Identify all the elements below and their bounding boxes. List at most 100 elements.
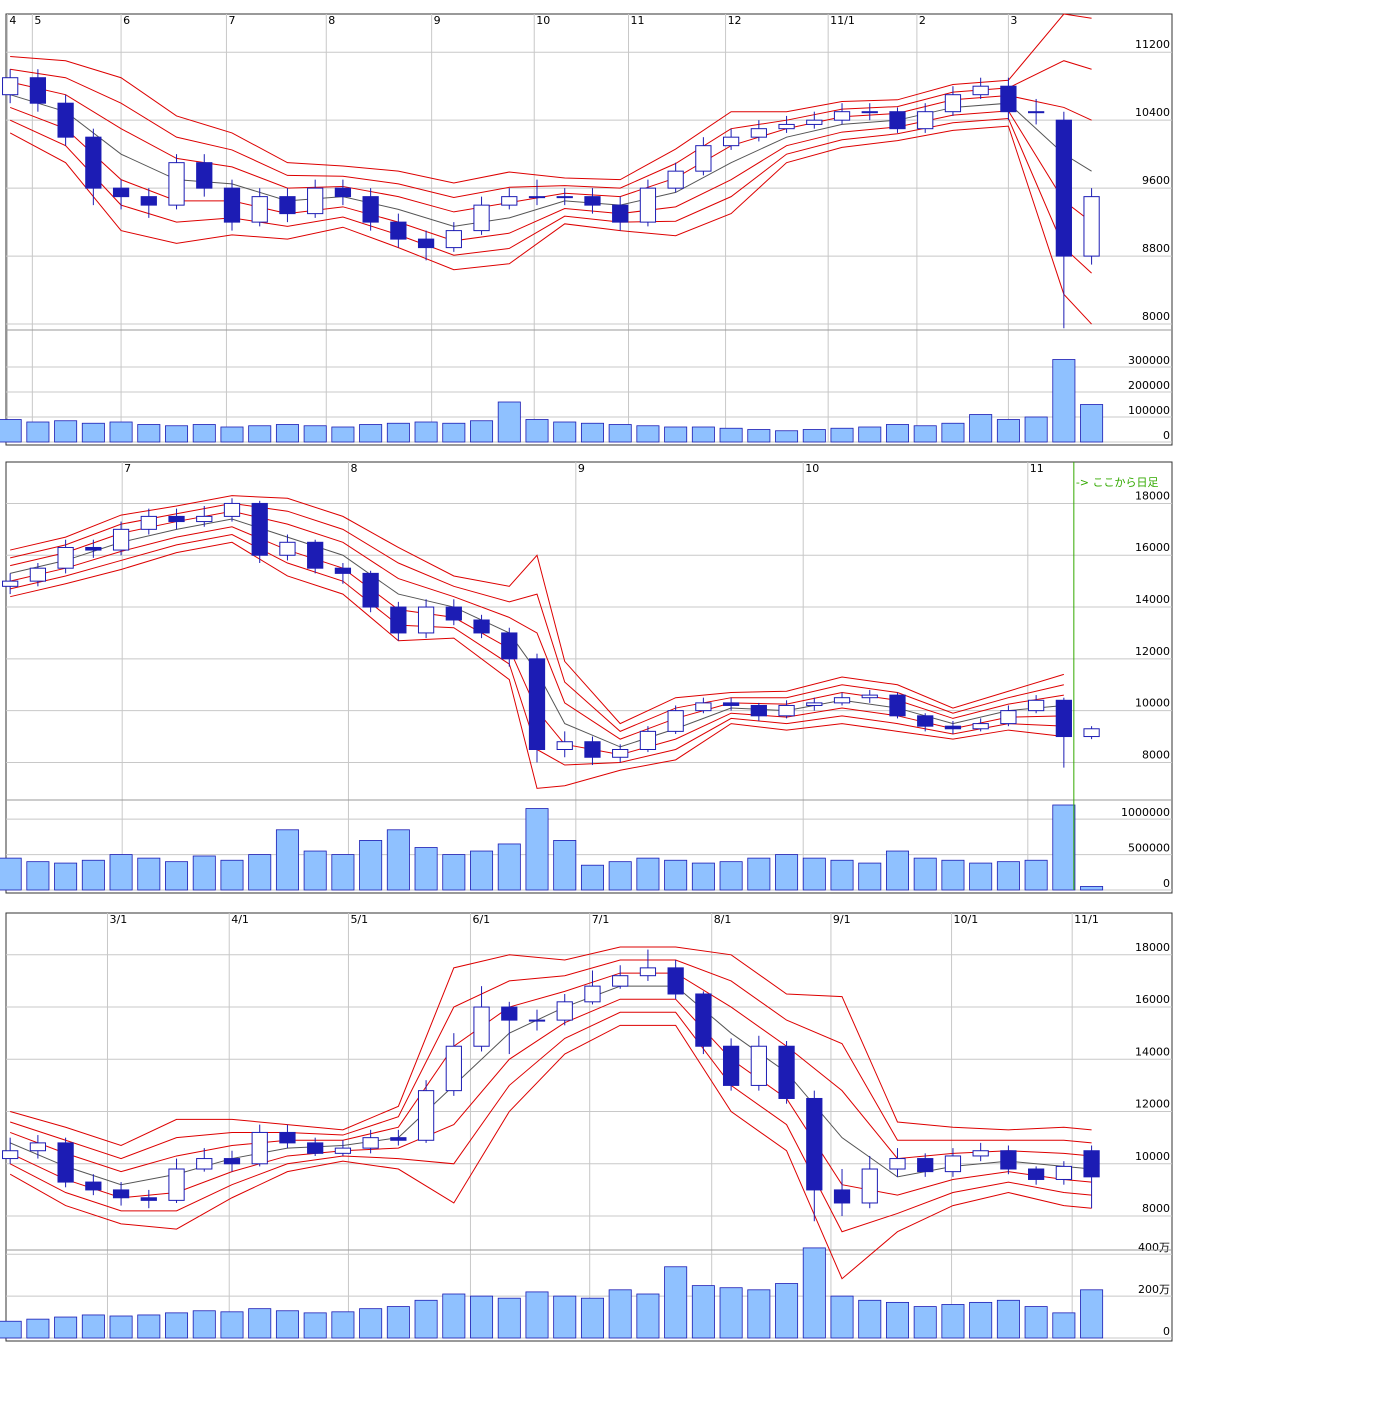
candle-body: [57, 1142, 74, 1183]
y-tick-label: 8000: [1142, 748, 1170, 761]
volume-bar: [0, 857, 22, 891]
volume-bar: [359, 1308, 383, 1339]
volume-bar: [885, 424, 909, 443]
y-tick-label: 9600: [1142, 174, 1170, 187]
volume-bar: [442, 1293, 466, 1339]
volume-bar: [26, 1318, 50, 1339]
volume-bar: [248, 854, 272, 891]
candle-body: [2, 1150, 19, 1160]
candle-body: [140, 196, 157, 206]
volume-bar: [719, 427, 743, 443]
candle-body: [279, 196, 296, 215]
volume-bar: [1052, 1312, 1076, 1339]
candle-body: [722, 702, 740, 706]
x-tick-label: 5: [34, 14, 41, 27]
volume-bar: [775, 430, 799, 443]
volume-bar: [608, 1289, 632, 1339]
y-tick-label: 16000: [1135, 541, 1170, 554]
volume-bar: [220, 859, 244, 891]
volume-bar: [969, 862, 993, 891]
volume-bar: [858, 1299, 882, 1339]
volume-bar: [470, 1295, 494, 1339]
volume-bar: [830, 1295, 854, 1339]
candle-body: [944, 1155, 962, 1173]
x-tick-label: 12: [728, 14, 742, 27]
candle-body: [584, 741, 601, 758]
x-tick-label: 4: [9, 14, 16, 27]
volume-bar: [1080, 1289, 1104, 1339]
candle-body: [168, 162, 185, 206]
candle-body: [362, 196, 379, 223]
annotation: -> ここから日足: [1076, 476, 1159, 489]
volume-bar: [941, 1304, 965, 1339]
volume-bar: [442, 854, 466, 891]
volume-bar: [0, 1320, 22, 1339]
candle-body: [279, 541, 296, 556]
candle-body: [917, 1158, 934, 1173]
volume-bar: [26, 861, 50, 891]
candle-body: [972, 1150, 989, 1157]
volume-bar: [303, 850, 327, 891]
volume-bar: [1080, 404, 1104, 443]
x-tick-label: 8: [328, 14, 335, 27]
x-tick-label: 11: [631, 14, 645, 27]
candle-body: [778, 1045, 795, 1099]
volume-bar: [525, 1291, 549, 1339]
x-tick-label: 3/1: [109, 913, 127, 926]
candle-body: [806, 1097, 823, 1191]
candle-body: [140, 1197, 157, 1201]
volume-tick-label: 500000: [1128, 842, 1170, 855]
x-tick-label: 9: [578, 462, 585, 475]
candle-body: [279, 1131, 296, 1144]
candle-body: [778, 123, 795, 130]
candle-body: [362, 572, 379, 608]
volume-bar: [913, 857, 937, 891]
candle-body: [29, 77, 47, 104]
volume-bar: [553, 840, 577, 891]
candle-body: [85, 136, 102, 189]
candle-body: [473, 619, 490, 634]
volume-bar: [830, 427, 854, 443]
candle-body: [833, 111, 851, 121]
candle-body: [417, 238, 435, 249]
volume-bar: [885, 1301, 909, 1339]
volume-bar: [1080, 886, 1104, 891]
candle-body: [445, 606, 462, 621]
band-line: [10, 502, 1064, 732]
candle-body: [1083, 728, 1100, 738]
candle-body: [112, 1189, 130, 1199]
volume-bar: [0, 419, 22, 443]
candle-body: [1055, 119, 1072, 257]
candle-body: [307, 541, 324, 569]
volume-bar: [386, 1306, 410, 1339]
band-line: [9, 1011, 1092, 1233]
candle-body: [112, 187, 130, 198]
volume-bar: [275, 829, 299, 891]
volume-bar: [81, 1314, 105, 1339]
band-line: [10, 946, 1092, 1147]
candle-body: [362, 1137, 379, 1149]
x-tick-label: 10/1: [954, 913, 979, 926]
volume-bar: [248, 425, 272, 443]
candle-body: [334, 567, 352, 574]
candle-body: [1000, 85, 1017, 113]
candle-body: [750, 128, 767, 138]
candle-body: [889, 694, 906, 717]
volume-bar: [275, 1310, 299, 1339]
volume-bar: [303, 1312, 327, 1339]
candle-body: [889, 1158, 906, 1170]
volume-bar: [497, 843, 521, 891]
candle-body: [223, 187, 241, 223]
candle-body: [501, 1006, 518, 1021]
volume-bar: [137, 857, 161, 891]
volume-bar: [1024, 859, 1048, 891]
candle-body: [501, 196, 518, 206]
volume-bar: [109, 854, 133, 891]
x-tick-label: 5/1: [350, 913, 368, 926]
volume-bar: [192, 855, 216, 891]
candle-body: [196, 1158, 213, 1170]
volume-bar: [941, 422, 965, 443]
volume-bar: [830, 859, 854, 891]
